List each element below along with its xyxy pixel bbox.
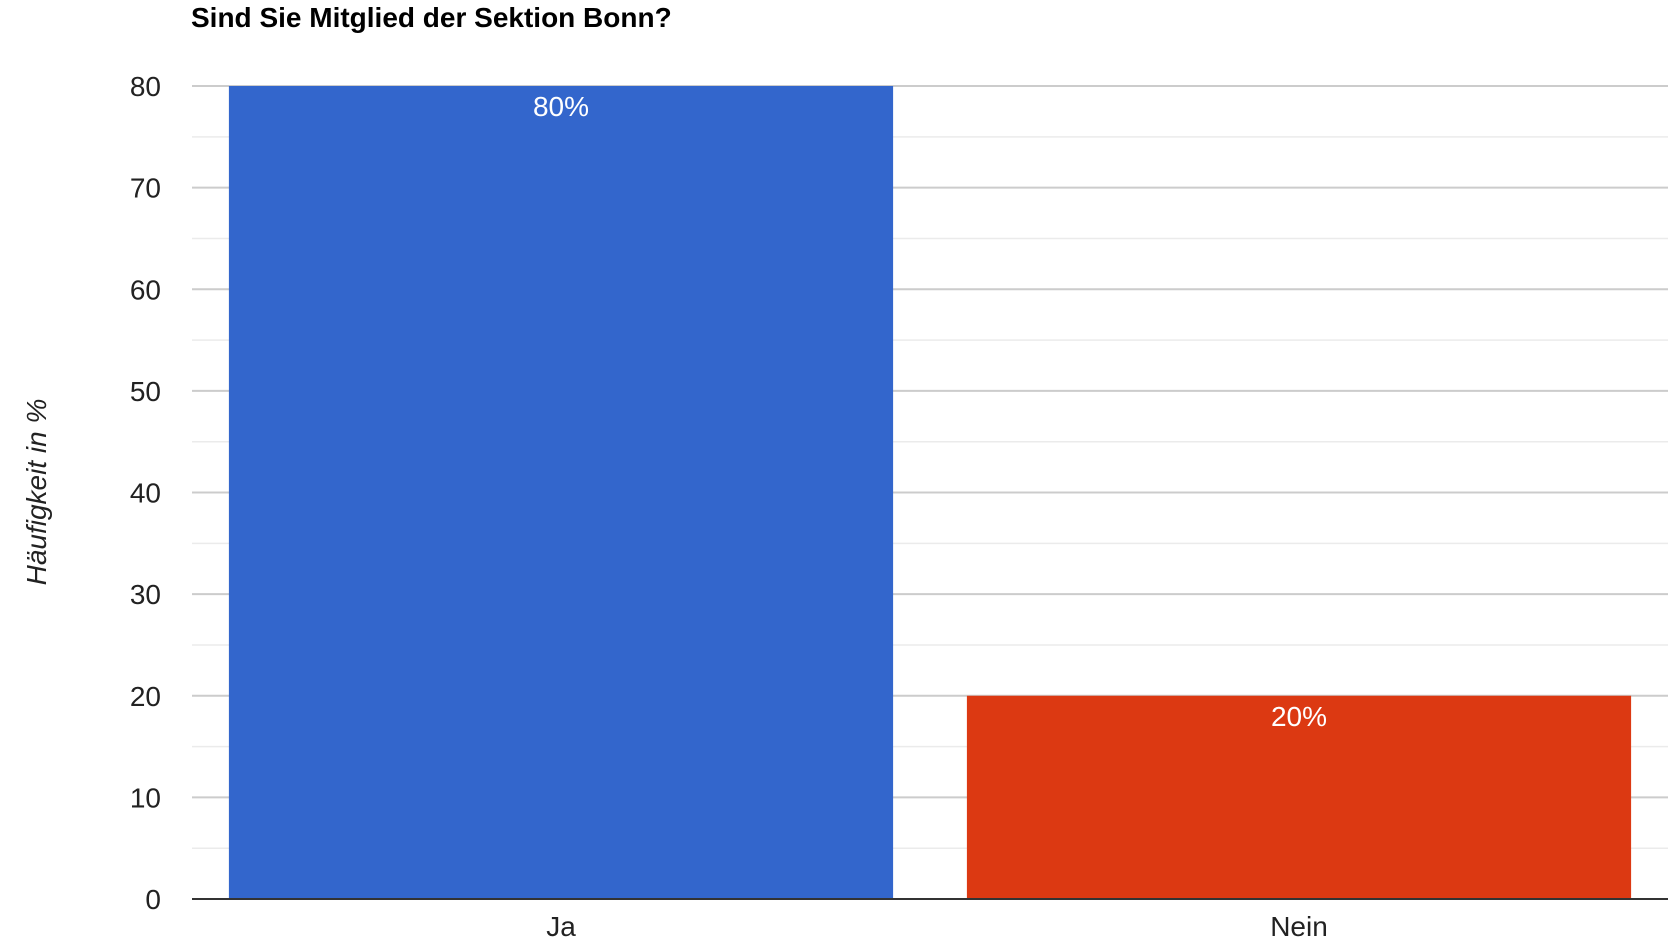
y-tick-label: 70 (130, 173, 161, 204)
y-tick-label: 10 (130, 782, 161, 813)
y-tick-label: 0 (145, 884, 161, 915)
x-tick-label: Ja (546, 911, 576, 941)
y-tick-label: 40 (130, 478, 161, 509)
y-tick-label: 30 (130, 579, 161, 610)
bar-nein (966, 695, 1632, 899)
bar-ja (228, 86, 894, 899)
y-tick-label: 60 (130, 274, 161, 305)
data-label: 20% (1271, 701, 1327, 732)
chart-title: Sind Sie Mitglied der Sektion Bonn? (191, 2, 672, 33)
data-label: 80% (533, 91, 589, 122)
y-tick-label: 80 (130, 71, 161, 102)
y-tick-label: 20 (130, 681, 161, 712)
x-tick-label: Nein (1270, 911, 1328, 941)
y-tick-label: 50 (130, 376, 161, 407)
